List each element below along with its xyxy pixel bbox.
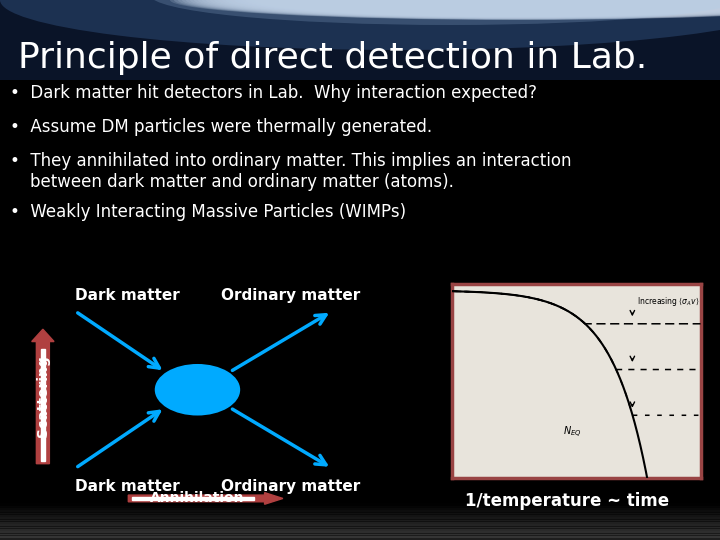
- Text: •  Weakly Interacting Massive Particles (WIMPs): • Weakly Interacting Massive Particles (…: [10, 203, 406, 221]
- Ellipse shape: [190, 0, 720, 19]
- Ellipse shape: [0, 0, 720, 50]
- Bar: [0, 534, 720, 538]
- Bar: [0, 503, 720, 508]
- Text: Dark matter: Dark matter: [76, 478, 180, 494]
- Text: Ordinary matter: Ordinary matter: [221, 288, 360, 303]
- FancyArrow shape: [41, 349, 45, 462]
- Text: $N_{EQ}$: $N_{EQ}$: [563, 426, 582, 441]
- Bar: [0, 526, 720, 531]
- Bar: [0, 517, 720, 521]
- Text: 1/temperature ~ time: 1/temperature ~ time: [465, 492, 669, 510]
- Bar: [0, 0, 720, 80]
- Ellipse shape: [206, 0, 720, 19]
- Ellipse shape: [186, 0, 720, 19]
- Ellipse shape: [218, 0, 720, 18]
- Ellipse shape: [198, 0, 720, 19]
- Bar: [0, 512, 720, 517]
- Ellipse shape: [155, 364, 240, 415]
- Ellipse shape: [202, 0, 720, 19]
- Text: Ordinary matter: Ordinary matter: [221, 478, 360, 494]
- Ellipse shape: [242, 0, 720, 17]
- Ellipse shape: [234, 0, 720, 18]
- Bar: [0, 522, 720, 526]
- Text: Comoving number density: Comoving number density: [433, 316, 443, 446]
- Text: •  They annihilated into ordinary matter. This implies an interaction: • They annihilated into ordinary matter.…: [10, 152, 572, 170]
- Bar: [0, 515, 720, 519]
- Bar: [0, 531, 720, 535]
- Ellipse shape: [150, 0, 720, 25]
- Bar: [0, 505, 720, 510]
- Ellipse shape: [238, 0, 720, 17]
- Ellipse shape: [214, 0, 720, 18]
- Bar: [0, 524, 720, 528]
- FancyArrow shape: [128, 492, 283, 504]
- Text: Increasing $\langle\sigma_A v\rangle$: Increasing $\langle\sigma_A v\rangle$: [637, 295, 699, 308]
- Bar: [0, 529, 720, 533]
- FancyArrow shape: [32, 329, 54, 464]
- Bar: [0, 510, 720, 514]
- Ellipse shape: [210, 0, 720, 18]
- Bar: [0, 519, 720, 524]
- Ellipse shape: [222, 0, 720, 18]
- Text: •  Dark matter hit detectors in Lab.  Why interaction expected?: • Dark matter hit detectors in Lab. Why …: [10, 84, 537, 102]
- Bar: [0, 508, 720, 512]
- Ellipse shape: [194, 0, 720, 19]
- Text: Principle of direct detection in Lab.: Principle of direct detection in Lab.: [18, 41, 647, 75]
- Bar: [0, 536, 720, 540]
- Text: between dark matter and ordinary matter (atoms).: between dark matter and ordinary matter …: [30, 173, 454, 191]
- Ellipse shape: [226, 0, 720, 18]
- FancyArrow shape: [132, 497, 254, 500]
- Text: Scattering: Scattering: [36, 356, 50, 437]
- Ellipse shape: [182, 0, 720, 19]
- Text: Annihilation: Annihilation: [150, 491, 245, 505]
- Ellipse shape: [174, 0, 720, 20]
- Text: Dark matter: Dark matter: [76, 288, 180, 303]
- Ellipse shape: [230, 0, 720, 18]
- Text: •  Assume DM particles were thermally generated.: • Assume DM particles were thermally gen…: [10, 118, 432, 136]
- Ellipse shape: [170, 0, 720, 20]
- Ellipse shape: [178, 0, 720, 19]
